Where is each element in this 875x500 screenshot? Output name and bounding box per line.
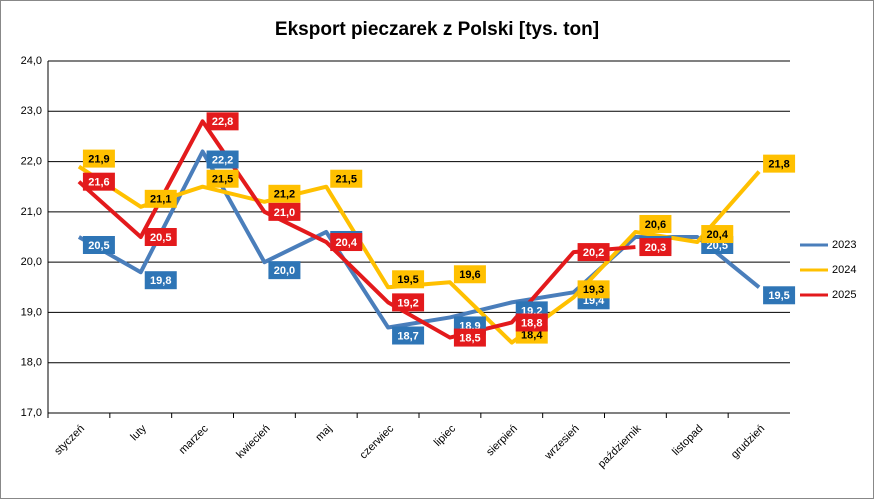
data-label-box	[206, 169, 239, 188]
data-label: 21,2	[274, 189, 295, 201]
data-label-box	[639, 238, 672, 257]
data-label-box	[268, 261, 301, 280]
data-label: 21,5	[336, 174, 357, 186]
data-label-box	[392, 270, 425, 289]
y-tick-label: 24,0	[21, 55, 42, 67]
data-label: 21,6	[88, 177, 109, 189]
data-label-box	[453, 265, 486, 284]
data-label: 20,0	[274, 265, 295, 277]
series-line	[77, 119, 636, 340]
y-tick-label: 21,0	[21, 206, 42, 218]
data-label: 21,9	[88, 154, 109, 166]
data-label-box	[639, 214, 672, 233]
data-label-box	[515, 313, 548, 332]
data-label: 19,2	[397, 297, 418, 309]
data-label: 18,7	[397, 330, 418, 342]
data-label-box	[701, 225, 734, 244]
data-label-box	[392, 293, 425, 312]
y-tick-label: 17,0	[21, 407, 42, 419]
legend-label: 2023	[832, 239, 856, 251]
data-label: 20,5	[88, 240, 109, 252]
data-label: 20,6	[645, 219, 666, 231]
data-label: 22,2	[212, 154, 233, 166]
data-label: 20,3	[645, 242, 666, 254]
data-label: 20,5	[150, 232, 171, 244]
data-label-box	[268, 202, 301, 221]
data-label-box	[577, 243, 610, 262]
data-label-box	[392, 326, 425, 345]
data-label-box	[330, 233, 363, 252]
y-tick-label: 19,0	[21, 306, 42, 318]
legend-label: 2024	[832, 264, 856, 276]
chart-title: Eksport pieczarek z Polski [tys. ton]	[275, 19, 599, 40]
data-label: 20,4	[707, 229, 729, 241]
data-label-box	[144, 228, 177, 246]
data-label: 18,4	[521, 330, 543, 342]
data-label: 19,5	[397, 274, 418, 286]
y-tick-label: 22,0	[21, 155, 42, 167]
data-label-box	[763, 286, 796, 305]
data-label: 18,5	[459, 332, 480, 344]
data-label: 20,2	[583, 247, 604, 259]
data-label-box	[453, 328, 486, 347]
data-label-box	[82, 149, 115, 168]
data-label-box	[144, 271, 177, 290]
data-label: 22,8	[212, 116, 233, 128]
data-label: 21,5	[212, 174, 233, 186]
data-label: 19,5	[768, 290, 789, 302]
y-tick-label: 20,0	[21, 256, 42, 268]
data-label-box	[206, 112, 239, 131]
data-label: 19,6	[459, 269, 480, 281]
data-label: 21,0	[274, 207, 295, 219]
data-label: 18,8	[521, 317, 542, 329]
data-label-box	[330, 169, 363, 188]
data-label: 21,8	[768, 159, 789, 171]
data-label: 21,1	[150, 194, 171, 206]
data-label: 19,3	[583, 284, 604, 296]
data-label-box	[763, 154, 796, 173]
data-label-box	[268, 184, 301, 203]
legend-label: 2025	[832, 289, 856, 301]
data-label-box	[82, 236, 115, 254]
data-label-box	[144, 189, 177, 208]
data-label-box	[82, 172, 115, 191]
data-label: 20,4	[336, 237, 358, 249]
data-label: 19,8	[150, 275, 171, 287]
data-label-box	[577, 280, 610, 299]
data-label-box	[206, 150, 239, 169]
y-tick-label: 18,0	[21, 357, 42, 369]
y-tick-label: 23,0	[21, 105, 42, 117]
